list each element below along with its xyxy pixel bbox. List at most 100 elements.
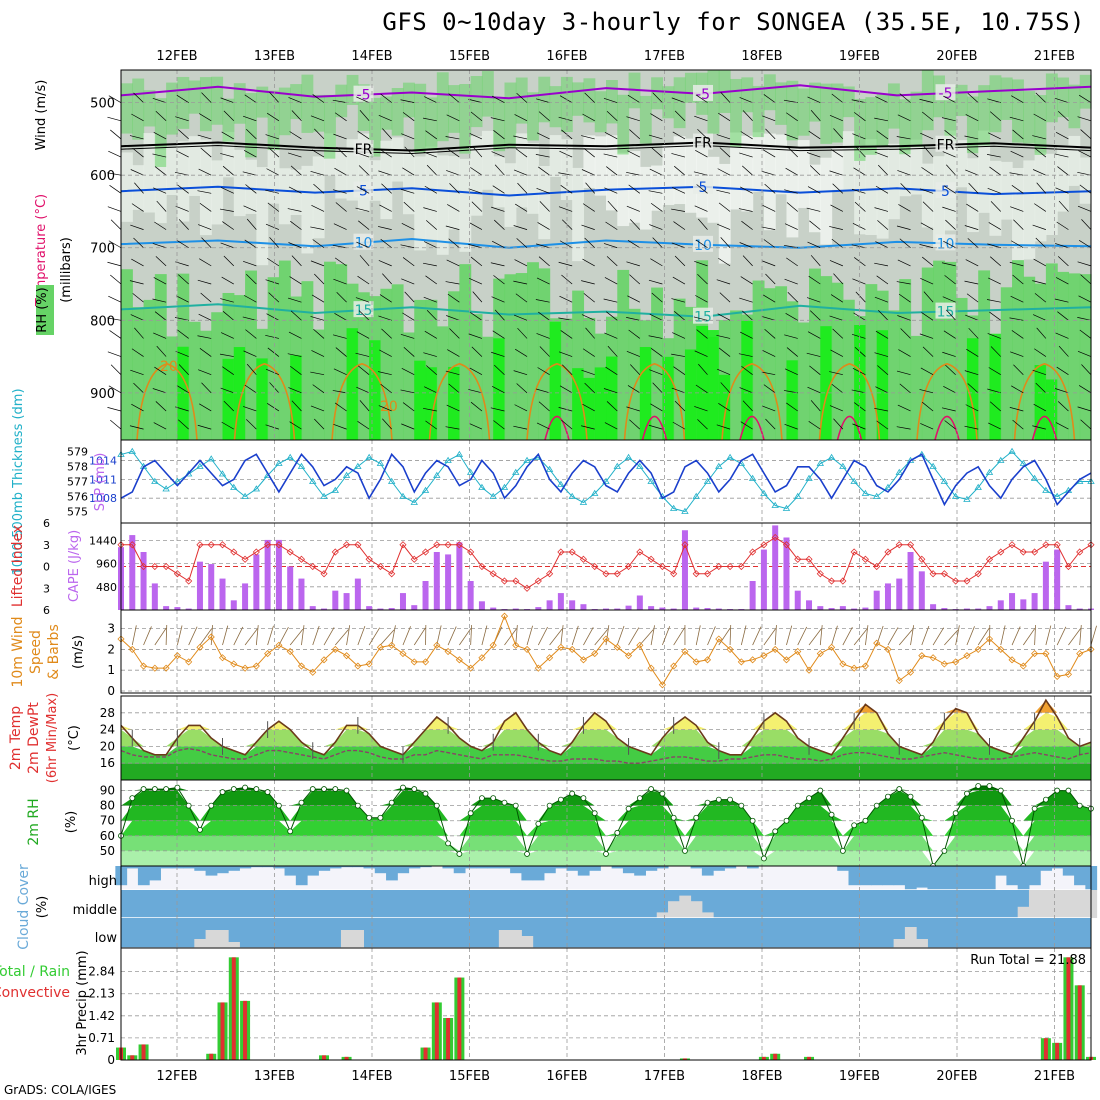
wind-barb: [223, 400, 235, 412]
wind-barb: [559, 95, 573, 103]
wind-barb: [199, 348, 212, 357]
rh-shade-upper: [222, 98, 235, 142]
wind-barb: [1057, 110, 1069, 122]
wind-barb-10m: [650, 625, 655, 646]
wind-barb: [626, 350, 640, 357]
rh-shade-upper: [166, 82, 178, 135]
precip-frame: [120, 947, 1092, 1061]
wind-barb: [401, 368, 415, 376]
wind-barb: [380, 238, 392, 249]
rh-shade-light: [978, 130, 991, 213]
thickness-tick: 576: [67, 491, 88, 504]
wind-barb-10m: [594, 629, 608, 646]
wind-barb: [513, 135, 528, 140]
cape-bar: [1009, 593, 1016, 610]
wind-barb: [607, 200, 618, 212]
wind-barb: [242, 316, 257, 321]
wind-barb: [695, 239, 708, 249]
wind-barb: [535, 299, 550, 303]
isotherm-label-bg: [935, 84, 956, 101]
wind-speed-marker: [613, 643, 621, 651]
cape-bar: [1065, 605, 1072, 610]
wind-barb: [898, 148, 911, 158]
wind-barb: [784, 189, 798, 194]
wind-speed-marker: [286, 647, 294, 656]
wind-speed-marker: [940, 660, 948, 668]
wind-barb: [357, 420, 370, 430]
wind-barb: [380, 383, 392, 394]
isotherm-line: [120, 185, 1092, 197]
rh-marker: [1076, 802, 1083, 809]
precip-bar-convective: [141, 1044, 146, 1060]
wind-barb: [332, 390, 347, 394]
wind-barb: [830, 149, 844, 158]
wind-barb: [716, 334, 731, 339]
wind-barb: [380, 93, 392, 103]
wind-barb: [628, 329, 641, 339]
rh-shade-bright: [256, 358, 269, 440]
wind-barb: [1081, 364, 1092, 375]
wind-barb: [854, 112, 866, 122]
cloud-bar-high: [521, 866, 534, 881]
wind-barb: [538, 166, 550, 176]
wind-barb: [1034, 348, 1047, 357]
wind-barb-10m: [402, 626, 411, 646]
wind-barb: [809, 165, 821, 176]
cape-bar: [1020, 599, 1027, 610]
rh-shade-green: [752, 280, 765, 440]
rh-marker: [625, 805, 632, 812]
rh-shade-bright: [233, 347, 246, 440]
wind-barb: [265, 334, 279, 339]
wind-barb: [334, 257, 347, 267]
wind-barb: [630, 364, 641, 375]
isotherm-label: 20: [380, 399, 398, 415]
rh-shade-bright: [989, 333, 1002, 440]
wind-barb: [786, 112, 798, 122]
ylabel-rh-units: (%): [64, 811, 79, 834]
rh-shade-green: [132, 307, 145, 440]
wind-barb: [221, 131, 234, 140]
rh-shade-green: [1000, 287, 1013, 440]
wind-barb-10m: [718, 627, 731, 646]
wind-barb: [335, 202, 347, 212]
li-marker: [207, 541, 215, 549]
wind-barb: [447, 148, 460, 158]
isotherm-label: FR: [355, 142, 373, 158]
li-marker: [534, 577, 542, 585]
wind-barb: [763, 149, 776, 158]
wind-barb: [945, 219, 956, 230]
date-tick-top: 17FEB: [644, 49, 685, 64]
wind-barb: [197, 279, 212, 285]
rh-shade-light: [222, 131, 235, 178]
rh-shade-light: [1057, 145, 1070, 212]
wind-barb: [851, 99, 866, 103]
rh-marker: [501, 799, 508, 806]
wind-speed-marker: [376, 643, 384, 651]
wind-barb: [606, 256, 618, 267]
rh-shade-green: [978, 270, 991, 440]
wind-speed-marker: [320, 656, 328, 664]
wind-barb: [630, 219, 641, 230]
wind-barb: [831, 238, 844, 249]
wind-barb: [875, 185, 889, 194]
wind-speed-marker: [692, 658, 700, 666]
li-marker: [128, 541, 136, 549]
wind-barb: [829, 260, 843, 267]
rh-shade-light: [887, 143, 900, 220]
rh-marker: [873, 802, 880, 809]
wind-speed-marker: [828, 643, 836, 651]
wind-barb: [1012, 129, 1024, 140]
wind-barb: [468, 389, 483, 394]
wind-barb: [941, 117, 956, 122]
cloud-bar-high: [329, 866, 342, 869]
thickness-marker: [624, 453, 633, 460]
cloud-bar-high: [961, 866, 974, 890]
rh-marker: [738, 802, 745, 809]
rh-shade-upper: [989, 75, 1002, 133]
wind-barb: [897, 170, 911, 176]
thickness-tick: 579: [67, 446, 88, 459]
ylabel-cloud-units: (%): [35, 896, 50, 919]
wind-barb: [175, 116, 189, 122]
cape-bar: [343, 593, 350, 610]
rh-shade-light: [955, 140, 968, 188]
